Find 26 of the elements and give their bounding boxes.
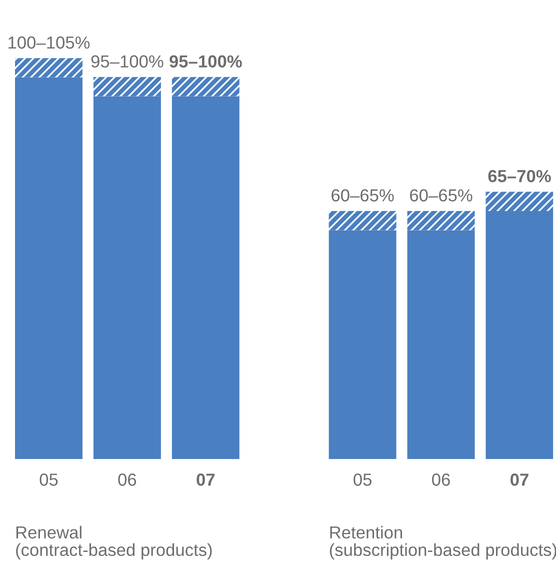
x-tick-label: 06: [432, 474, 450, 486]
x-tick-label: 07: [510, 474, 528, 486]
total-label: 95–100%: [170, 55, 242, 68]
bar: [486, 192, 554, 211]
total-label: 100–105%: [8, 36, 90, 49]
bar: [407, 230, 475, 460]
bar: [172, 77, 240, 96]
x-tick-label: 05: [354, 474, 372, 486]
bar: [407, 210, 475, 230]
bar: [93, 96, 161, 460]
total-label: 60–65%: [332, 189, 394, 202]
bar: [15, 77, 82, 460]
bar: [15, 58, 82, 78]
bar: [328, 210, 396, 230]
text: Renewal (contract-based products): [16, 526, 212, 560]
bar: [328, 230, 396, 460]
total-label: 95–100%: [91, 55, 164, 68]
bar: [172, 96, 240, 460]
bar: [486, 210, 554, 460]
x-tick-label: 07: [196, 474, 215, 486]
x-tick-label: 05: [40, 474, 58, 486]
total-label: 60–65%: [410, 189, 472, 202]
total-label: 65–70%: [488, 170, 551, 182]
text: Retention (subscription-based products): [330, 526, 556, 560]
bar: [93, 77, 161, 96]
x-tick-label: 06: [118, 474, 136, 486]
